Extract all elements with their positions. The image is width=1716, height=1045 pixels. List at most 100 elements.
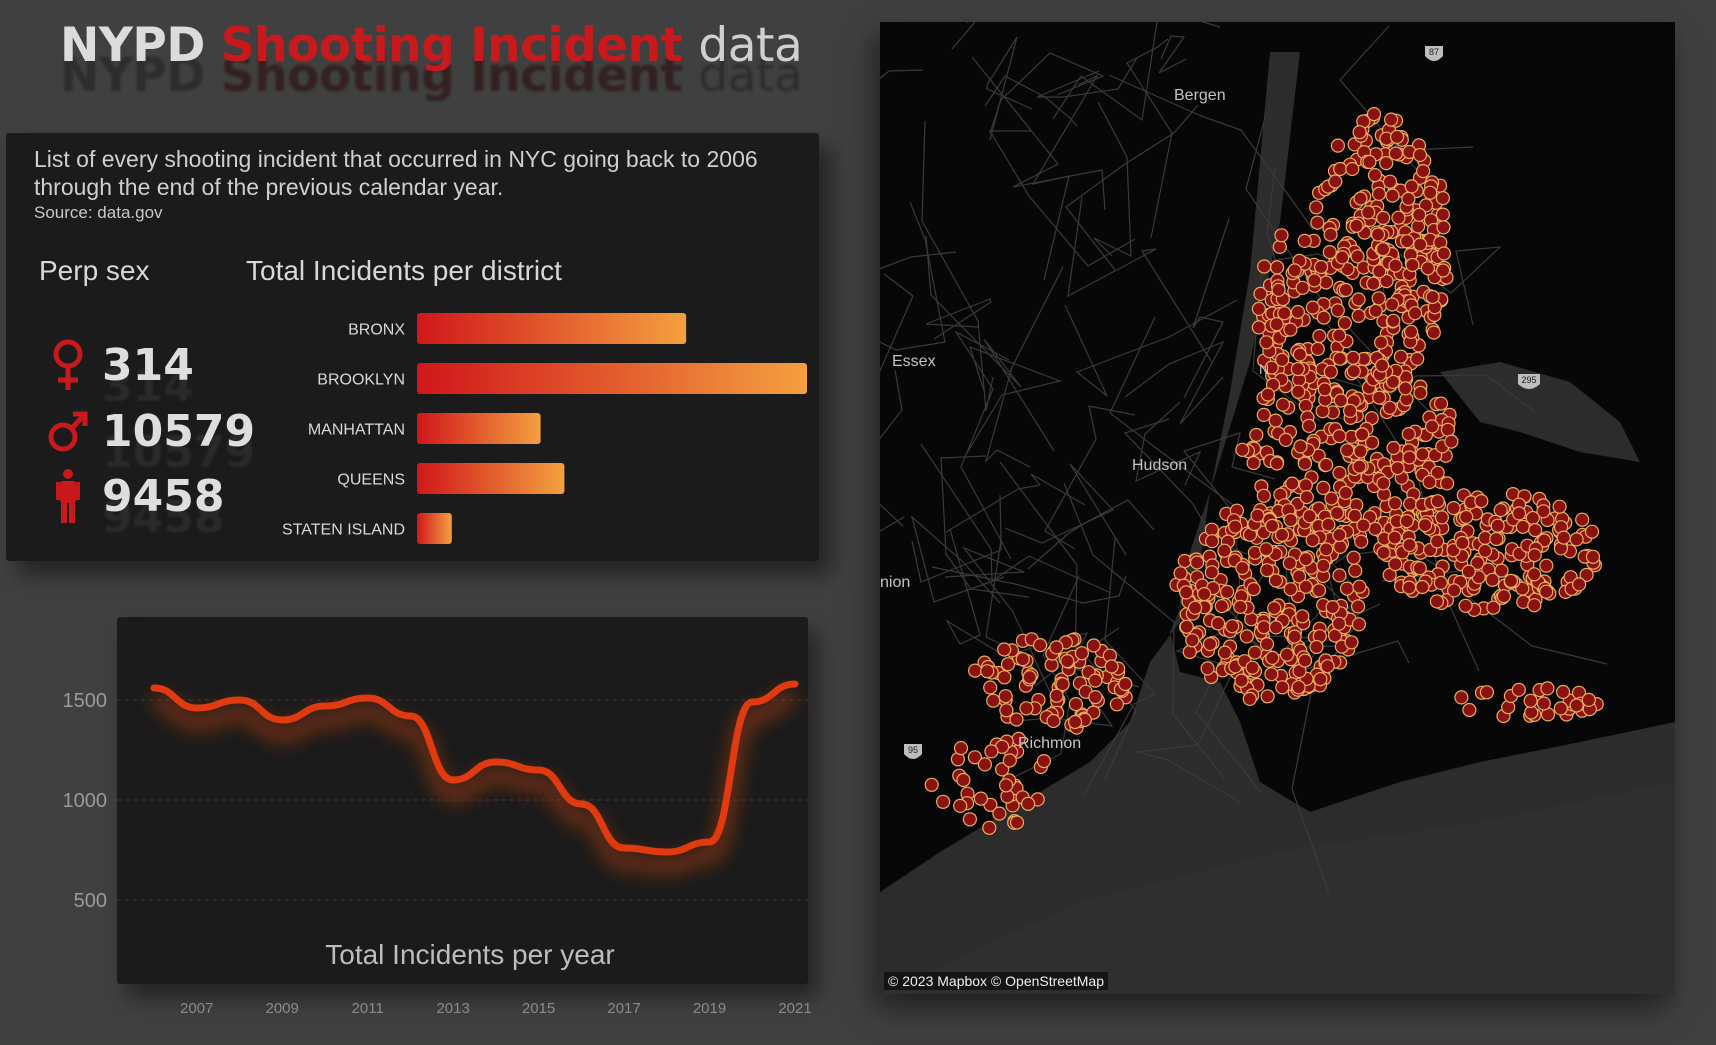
incident-dot[interactable]	[1217, 645, 1232, 660]
incident-dot[interactable]	[1225, 619, 1240, 634]
incident-dot[interactable]	[1351, 599, 1366, 614]
incident-dot[interactable]	[1399, 514, 1414, 529]
incident-dot[interactable]	[1435, 207, 1451, 222]
incident-dot[interactable]	[1235, 442, 1250, 457]
incident-dot[interactable]	[1351, 292, 1366, 307]
incident-dot[interactable]	[1319, 542, 1334, 557]
incident-dot[interactable]	[1287, 629, 1302, 644]
incident-dot[interactable]	[1350, 249, 1365, 264]
incident-dot[interactable]	[1305, 300, 1320, 315]
incident-dot[interactable]	[1455, 535, 1470, 551]
incident-dot[interactable]	[1316, 310, 1331, 325]
incident-dot[interactable]	[1340, 443, 1355, 458]
map-attribution[interactable]: © 2023 Mapbox © OpenStreetMap	[884, 972, 1108, 990]
incident-dot[interactable]	[1347, 508, 1362, 523]
incident-dot[interactable]	[1458, 598, 1473, 613]
incident-dot[interactable]	[967, 663, 983, 678]
incident-dot[interactable]	[1322, 245, 1337, 260]
line-point-2008[interactable]	[235, 696, 243, 704]
incident-dot[interactable]	[1387, 530, 1402, 545]
incident-dot[interactable]	[1283, 582, 1298, 597]
incident-dot[interactable]	[983, 680, 998, 695]
incident-dot[interactable]	[1246, 455, 1261, 471]
incident-dot[interactable]	[1404, 179, 1419, 194]
incident-dot[interactable]	[1188, 600, 1203, 615]
incident-dot[interactable]	[1247, 645, 1262, 660]
incident-dot[interactable]	[1376, 476, 1391, 491]
incident-dot[interactable]	[1297, 233, 1312, 248]
incident-dot[interactable]	[1436, 220, 1451, 235]
incident-dot[interactable]	[1376, 242, 1391, 257]
incident-dot[interactable]	[1179, 585, 1194, 600]
incident-dot[interactable]	[1275, 680, 1290, 695]
incident-dot[interactable]	[1021, 796, 1036, 811]
incident-dot[interactable]	[1410, 351, 1425, 366]
incident-dot[interactable]	[1049, 640, 1064, 655]
incident-dot[interactable]	[1270, 260, 1285, 275]
incident-dot[interactable]	[1503, 573, 1519, 589]
incident-dot[interactable]	[1332, 465, 1347, 481]
incident-dot[interactable]	[1524, 705, 1539, 720]
incident-dot[interactable]	[1367, 168, 1383, 183]
incident-dot[interactable]	[1267, 600, 1282, 616]
incident-dot[interactable]	[1228, 519, 1243, 534]
incident-dot[interactable]	[1068, 696, 1083, 712]
incident-dot[interactable]	[1328, 174, 1343, 189]
incident-dot[interactable]	[1002, 753, 1017, 768]
incident-dot[interactable]	[1461, 564, 1476, 579]
incident-dot[interactable]	[1493, 503, 1508, 518]
incident-dot[interactable]	[1055, 677, 1070, 692]
incident-dot[interactable]	[1459, 509, 1474, 525]
incident-dot[interactable]	[1388, 258, 1403, 273]
incident-dot[interactable]	[1413, 237, 1428, 252]
incident-dot[interactable]	[1355, 427, 1370, 442]
incident-dot[interactable]	[1283, 513, 1298, 528]
incident-dot[interactable]	[1412, 207, 1427, 222]
incident-dot[interactable]	[1282, 556, 1297, 571]
incident-dot[interactable]	[1295, 280, 1310, 295]
incident-dot[interactable]	[1539, 584, 1554, 599]
incident-dot[interactable]	[1366, 106, 1382, 122]
incident-dot[interactable]	[1376, 210, 1391, 225]
line-point-2015[interactable]	[535, 766, 543, 774]
incident-dot[interactable]	[1060, 653, 1075, 669]
incident-dot[interactable]	[1278, 432, 1293, 447]
incident-dot[interactable]	[1299, 490, 1314, 505]
incident-dot[interactable]	[1527, 598, 1542, 613]
incident-dot[interactable]	[1470, 555, 1485, 571]
incident-dot[interactable]	[1022, 670, 1037, 685]
incident-dot[interactable]	[1259, 335, 1274, 350]
incident-dot[interactable]	[1374, 358, 1390, 373]
incident-dot[interactable]	[1307, 273, 1322, 288]
line-point-2017[interactable]	[620, 844, 628, 852]
incident-dot[interactable]	[1316, 480, 1331, 495]
line-point-2014[interactable]	[492, 758, 500, 766]
incident-dot[interactable]	[1435, 263, 1451, 278]
incident-dot[interactable]	[1402, 496, 1418, 511]
incident-dot[interactable]	[1405, 257, 1420, 273]
incident-dot[interactable]	[1185, 633, 1200, 648]
incident-dot[interactable]	[1333, 393, 1348, 408]
incident-dot[interactable]	[1088, 673, 1103, 688]
incident-dot[interactable]	[1204, 565, 1219, 580]
incident-dot[interactable]	[1118, 676, 1133, 692]
line-point-2018[interactable]	[663, 848, 671, 856]
incident-dot[interactable]	[953, 798, 968, 814]
incident-dot[interactable]	[1422, 475, 1437, 490]
incident-dot[interactable]	[1348, 563, 1363, 578]
incident-dot[interactable]	[1382, 400, 1397, 415]
incident-dot[interactable]	[1253, 286, 1268, 301]
incident-dot[interactable]	[1298, 478, 1313, 493]
incident-dot[interactable]	[1436, 246, 1452, 261]
incident-dot[interactable]	[1272, 239, 1287, 254]
incident-dot[interactable]	[1335, 250, 1350, 265]
incident-dot[interactable]	[1454, 690, 1469, 705]
incident-dot[interactable]	[1407, 306, 1423, 321]
incident-dot[interactable]	[1320, 659, 1335, 674]
incident-dot[interactable]	[1371, 291, 1386, 306]
incident-dot[interactable]	[1234, 673, 1249, 688]
incident-dot[interactable]	[1413, 385, 1428, 400]
incident-dot[interactable]	[973, 791, 989, 806]
line-point-2010[interactable]	[321, 702, 329, 710]
incident-map[interactable]: 87 295 95 Bergen Essex Hudson nion Richm…	[880, 22, 1675, 994]
